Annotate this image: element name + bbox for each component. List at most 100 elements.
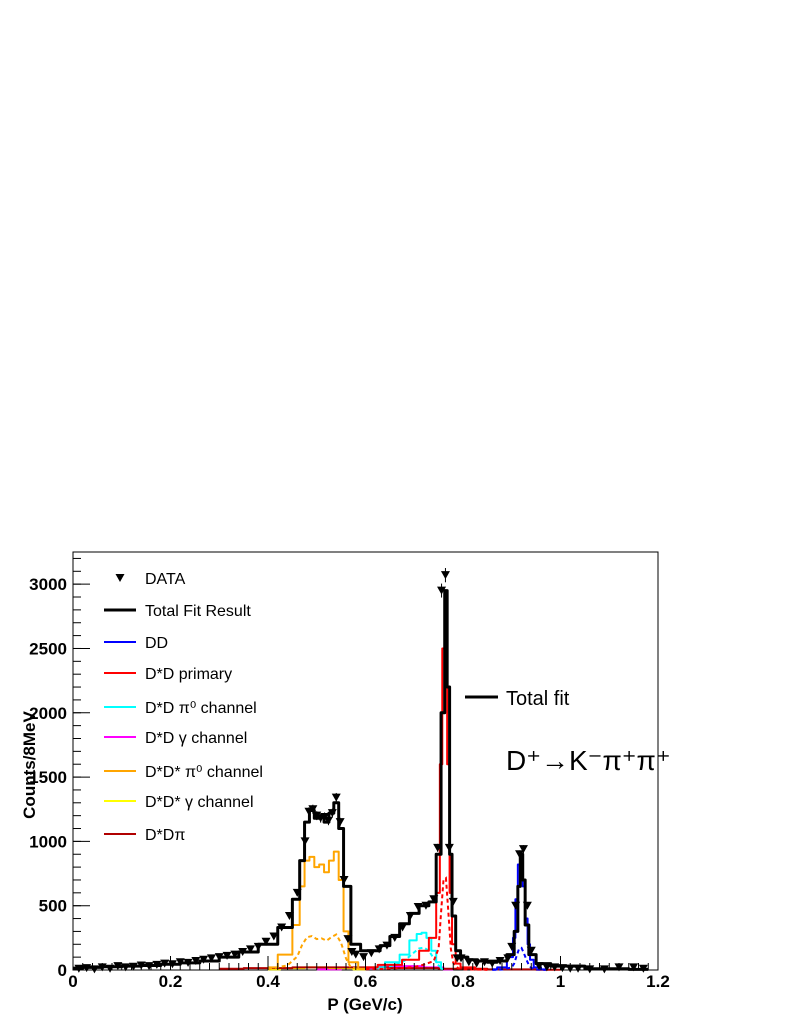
data-point — [277, 923, 287, 932]
data-point — [113, 962, 123, 971]
data-point — [351, 950, 361, 959]
data-point — [82, 964, 92, 973]
x-tick-label: 0.2 — [159, 972, 183, 991]
x-tick-label: 0.8 — [451, 972, 475, 991]
data-point — [308, 805, 318, 814]
series-dashed-d-d-channel — [267, 933, 366, 971]
data-point — [359, 953, 369, 962]
data-point — [121, 963, 131, 972]
y-tick-label: 3000 — [29, 575, 67, 594]
legend-marker — [115, 574, 125, 582]
data-point — [261, 937, 271, 946]
data-point — [292, 888, 302, 897]
data-point — [444, 843, 454, 852]
legend-label: D*Dπ — [145, 827, 185, 844]
data-point — [214, 953, 224, 962]
data-point — [429, 895, 439, 904]
data-point — [518, 845, 528, 854]
series-line-d-d-channel — [375, 931, 444, 970]
data-point — [522, 901, 532, 910]
data-point — [183, 958, 193, 967]
data-point — [638, 964, 648, 973]
data-point — [331, 793, 341, 802]
data-point — [327, 809, 337, 818]
legend-label: D*D γ channel — [145, 730, 247, 747]
series-dashed-d-d-primary — [365, 876, 488, 971]
data-point — [199, 955, 209, 964]
legend-label: DATA — [145, 571, 186, 588]
data-point — [284, 911, 294, 920]
data-point — [526, 946, 536, 955]
data-point — [312, 811, 322, 820]
y-tick-label: 0 — [58, 961, 67, 980]
data-point — [433, 843, 443, 852]
series-line-d-d-channel — [268, 850, 366, 970]
decay-channel-label: D⁺→K⁻π⁺π⁺ — [506, 745, 671, 776]
data-point — [343, 935, 353, 944]
data-point — [472, 959, 482, 968]
data-point — [464, 958, 474, 967]
legend-label: D*D primary — [145, 666, 232, 683]
data-point — [160, 959, 170, 968]
data-point — [230, 950, 240, 959]
y-tick-label: 1000 — [29, 832, 67, 851]
data-point — [269, 932, 279, 941]
x-tick-label: 1.2 — [646, 972, 670, 991]
total-fit-annotation-text: Total fit — [506, 688, 570, 710]
data-points-layer — [74, 568, 648, 974]
y-tick-label: 2000 — [29, 704, 67, 723]
data-point — [421, 901, 431, 910]
y-tick-label: 500 — [39, 897, 67, 916]
x-tick-label: 0.4 — [256, 972, 280, 991]
x-axis-label: P (GeV/c) — [327, 995, 402, 1014]
series-line-d-d-primary — [365, 641, 488, 971]
data-point — [175, 958, 185, 967]
data-point — [629, 963, 639, 972]
data-point — [382, 941, 392, 950]
data-point — [89, 965, 99, 974]
data-point — [599, 965, 609, 974]
y-tick-label: 2500 — [29, 639, 67, 658]
data-point — [300, 837, 310, 846]
data-point — [74, 964, 84, 973]
legend-label: D*D* π⁰ channel — [145, 764, 263, 781]
data-point — [557, 964, 567, 973]
data-point — [374, 945, 384, 954]
data-point — [339, 875, 349, 884]
data-point — [206, 954, 216, 963]
x-tick-label: 0 — [68, 972, 77, 991]
data-point — [515, 850, 525, 859]
data-point — [440, 571, 450, 580]
data-point — [495, 956, 505, 965]
data-point — [413, 902, 423, 911]
data-point — [542, 963, 552, 972]
legend-label: Total Fit Result — [145, 603, 251, 620]
data-point — [550, 963, 560, 972]
data-point — [479, 958, 489, 967]
axes-layer: 0 0.2 0.4 0.6 0.8 1 1.2 0 500 1000 1500 2000 2500 300… — [29, 557, 670, 991]
data-point — [335, 818, 345, 827]
total-fit-annotation: Total fit — [465, 688, 570, 710]
data-point — [366, 949, 376, 958]
y-axis-label: Counts/8MeV — [20, 711, 39, 819]
data-point — [238, 947, 248, 956]
data-point — [390, 933, 400, 942]
data-point — [323, 816, 333, 825]
data-point — [437, 586, 447, 595]
legend-label: D*D* γ channel — [145, 794, 254, 811]
x-tick-label: 1 — [556, 972, 565, 991]
data-point — [398, 923, 408, 932]
data-point — [245, 945, 255, 954]
data-point — [511, 901, 521, 910]
data-point — [507, 942, 517, 951]
x-tick-label: 0.6 — [354, 972, 378, 991]
data-point — [405, 911, 415, 920]
data-point — [222, 951, 232, 960]
data-point — [152, 960, 162, 969]
legend-label: D*D π⁰ channel — [145, 700, 257, 717]
legend: DATA Total Fit Result DD D*D primary D*D π⁰ … — [104, 571, 263, 844]
y-tick-label: 1500 — [29, 768, 67, 787]
legend-label: DD — [145, 635, 168, 652]
data-point — [105, 964, 115, 973]
